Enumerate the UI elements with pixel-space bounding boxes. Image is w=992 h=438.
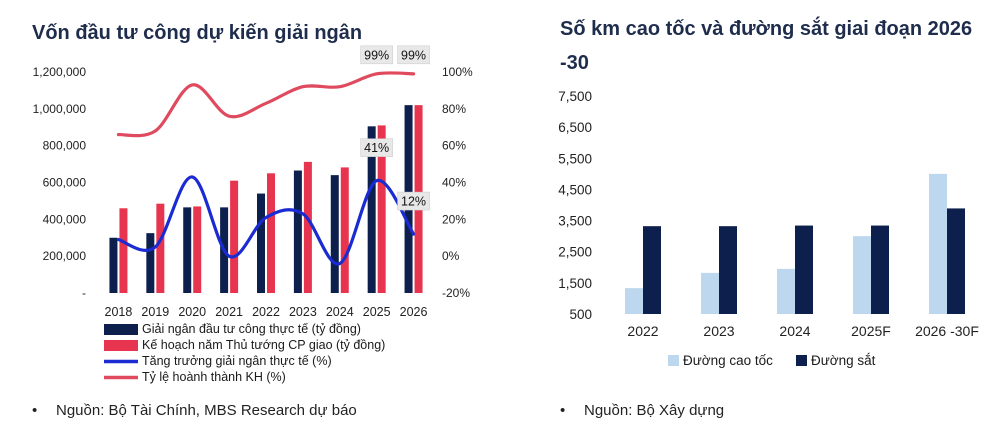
right-source-text: Nguồn: Bộ Xây dựng bbox=[584, 402, 725, 419]
left-y-tick-label: 1,200,000 bbox=[33, 65, 87, 79]
left-bar bbox=[330, 175, 339, 293]
right-chart-title: Số km cao tốc và đường sắt giai đoạn 202… bbox=[560, 18, 973, 74]
left-y-tick-label: 1,000,000 bbox=[33, 102, 87, 116]
left-annotation-label: 99% bbox=[364, 48, 389, 62]
left-source-text: Nguồn: Bộ Tài Chính, MBS Research dự báo bbox=[56, 402, 357, 419]
left-y-tick-label: 400,000 bbox=[43, 212, 87, 226]
left-y2-tick-label: 60% bbox=[442, 139, 466, 153]
right-y-tick-label: 5,500 bbox=[558, 151, 592, 166]
right-y-tick-label: 6,500 bbox=[558, 120, 592, 135]
left-y2-tick-label: 100% bbox=[442, 65, 473, 79]
left-bar bbox=[340, 167, 349, 293]
left-annotation-box bbox=[397, 45, 430, 65]
right-y-tick-label: 3,500 bbox=[558, 214, 592, 229]
left-x-tick-label: 2019 bbox=[141, 305, 169, 319]
bullet-icon: • bbox=[560, 402, 566, 419]
left-y-tick-label: 600,000 bbox=[43, 176, 87, 190]
right-x-tick-label: 2022 bbox=[627, 323, 658, 339]
right-y-tick-label: 500 bbox=[569, 307, 592, 322]
left-x-tick-label: 2025 bbox=[363, 305, 391, 319]
left-bar bbox=[257, 193, 265, 293]
left-bar bbox=[109, 237, 118, 293]
left-x-tick-label: 2026 bbox=[400, 305, 428, 319]
right-bar bbox=[719, 226, 737, 314]
left-legend-label: Giải ngân đầu tư công thực tế (tỷ đồng) bbox=[142, 322, 361, 336]
right-bar bbox=[701, 272, 719, 314]
left-legend-swatch bbox=[104, 324, 138, 335]
left-chart-title: Vốn đầu tư công dự kiến giải ngân bbox=[32, 22, 363, 44]
left-y2-tick-label: 0% bbox=[442, 249, 460, 263]
left-legend-label: Tỷ lệ hoành thành KH (%) bbox=[142, 370, 286, 384]
right-bar bbox=[929, 173, 947, 314]
right-y-tick-label: 2,500 bbox=[558, 245, 592, 260]
left-y2-tick-label: 20% bbox=[442, 212, 466, 226]
left-annotation-label: 41% bbox=[364, 141, 389, 155]
left-x-tick-label: 2023 bbox=[289, 305, 317, 319]
right-source-note: • Nguồn: Bộ Xây dựng bbox=[560, 402, 724, 419]
left-annotation-label: 12% bbox=[401, 195, 426, 209]
left-y-tick-label: 800,000 bbox=[43, 139, 87, 153]
left-y2-tick-label: -20% bbox=[442, 286, 470, 300]
left-bar bbox=[367, 126, 376, 294]
left-bar bbox=[119, 208, 128, 293]
left-series-line bbox=[116, 71, 416, 138]
left-y2-tick-label: 40% bbox=[442, 176, 466, 190]
right-bar bbox=[777, 268, 795, 314]
left-y2-tick-label: 80% bbox=[442, 102, 466, 116]
right-bar bbox=[795, 225, 813, 314]
left-x-tick-label: 2022 bbox=[252, 305, 280, 319]
left-y-tick-label: 200,000 bbox=[43, 249, 87, 263]
left-annotation-box bbox=[397, 191, 430, 211]
left-bar bbox=[156, 203, 165, 293]
right-legend-label: Đường sắt bbox=[811, 353, 876, 368]
left-legend-swatch bbox=[104, 340, 138, 351]
right-x-tick-label: 2026 -30F bbox=[915, 323, 979, 339]
left-bar bbox=[230, 180, 239, 293]
right-legend-swatch bbox=[796, 355, 807, 366]
left-bar bbox=[377, 125, 386, 294]
right-bar bbox=[871, 225, 889, 314]
left-y-tick-label: - bbox=[82, 286, 86, 300]
right-bar bbox=[625, 288, 643, 314]
bullet-icon: • bbox=[32, 402, 38, 419]
right-bar bbox=[947, 208, 965, 314]
right-y-tick-label: 7,500 bbox=[558, 89, 592, 104]
right-y-tick-label: 1,500 bbox=[558, 276, 592, 291]
left-bar bbox=[267, 173, 275, 293]
left-legend-label: Kế hoạch năm Thủ tướng CP giao (tỷ đồng) bbox=[142, 338, 385, 352]
right-legend-swatch bbox=[668, 355, 679, 366]
left-bar bbox=[293, 170, 302, 293]
right-bar bbox=[853, 236, 871, 314]
left-bar bbox=[193, 206, 202, 293]
left-annotation-box bbox=[360, 138, 393, 157]
left-x-tick-label: 2020 bbox=[178, 305, 206, 319]
right-y-tick-label: 4,500 bbox=[558, 182, 592, 197]
right-x-tick-label: 2025F bbox=[851, 323, 891, 339]
right-legend-label: Đường cao tốc bbox=[683, 353, 773, 368]
left-bar bbox=[303, 161, 312, 293]
left-annotation-label: 99% bbox=[401, 48, 426, 62]
left-legend-label: Tăng trưởng giải ngân thực tế (%) bbox=[142, 354, 332, 368]
left-bar bbox=[146, 233, 155, 293]
left-source-note: • Nguồn: Bộ Tài Chính, MBS Research dự bá… bbox=[32, 402, 357, 419]
right-x-tick-label: 2023 bbox=[703, 323, 734, 339]
left-x-tick-label: 2018 bbox=[105, 305, 133, 319]
left-series-line bbox=[116, 175, 416, 266]
left-x-tick-label: 2024 bbox=[326, 305, 354, 319]
right-x-tick-label: 2024 bbox=[779, 323, 810, 339]
left-x-tick-label: 2021 bbox=[215, 305, 243, 319]
left-bar bbox=[183, 207, 192, 293]
right-bar bbox=[643, 226, 661, 314]
left-annotation-box bbox=[360, 45, 393, 65]
